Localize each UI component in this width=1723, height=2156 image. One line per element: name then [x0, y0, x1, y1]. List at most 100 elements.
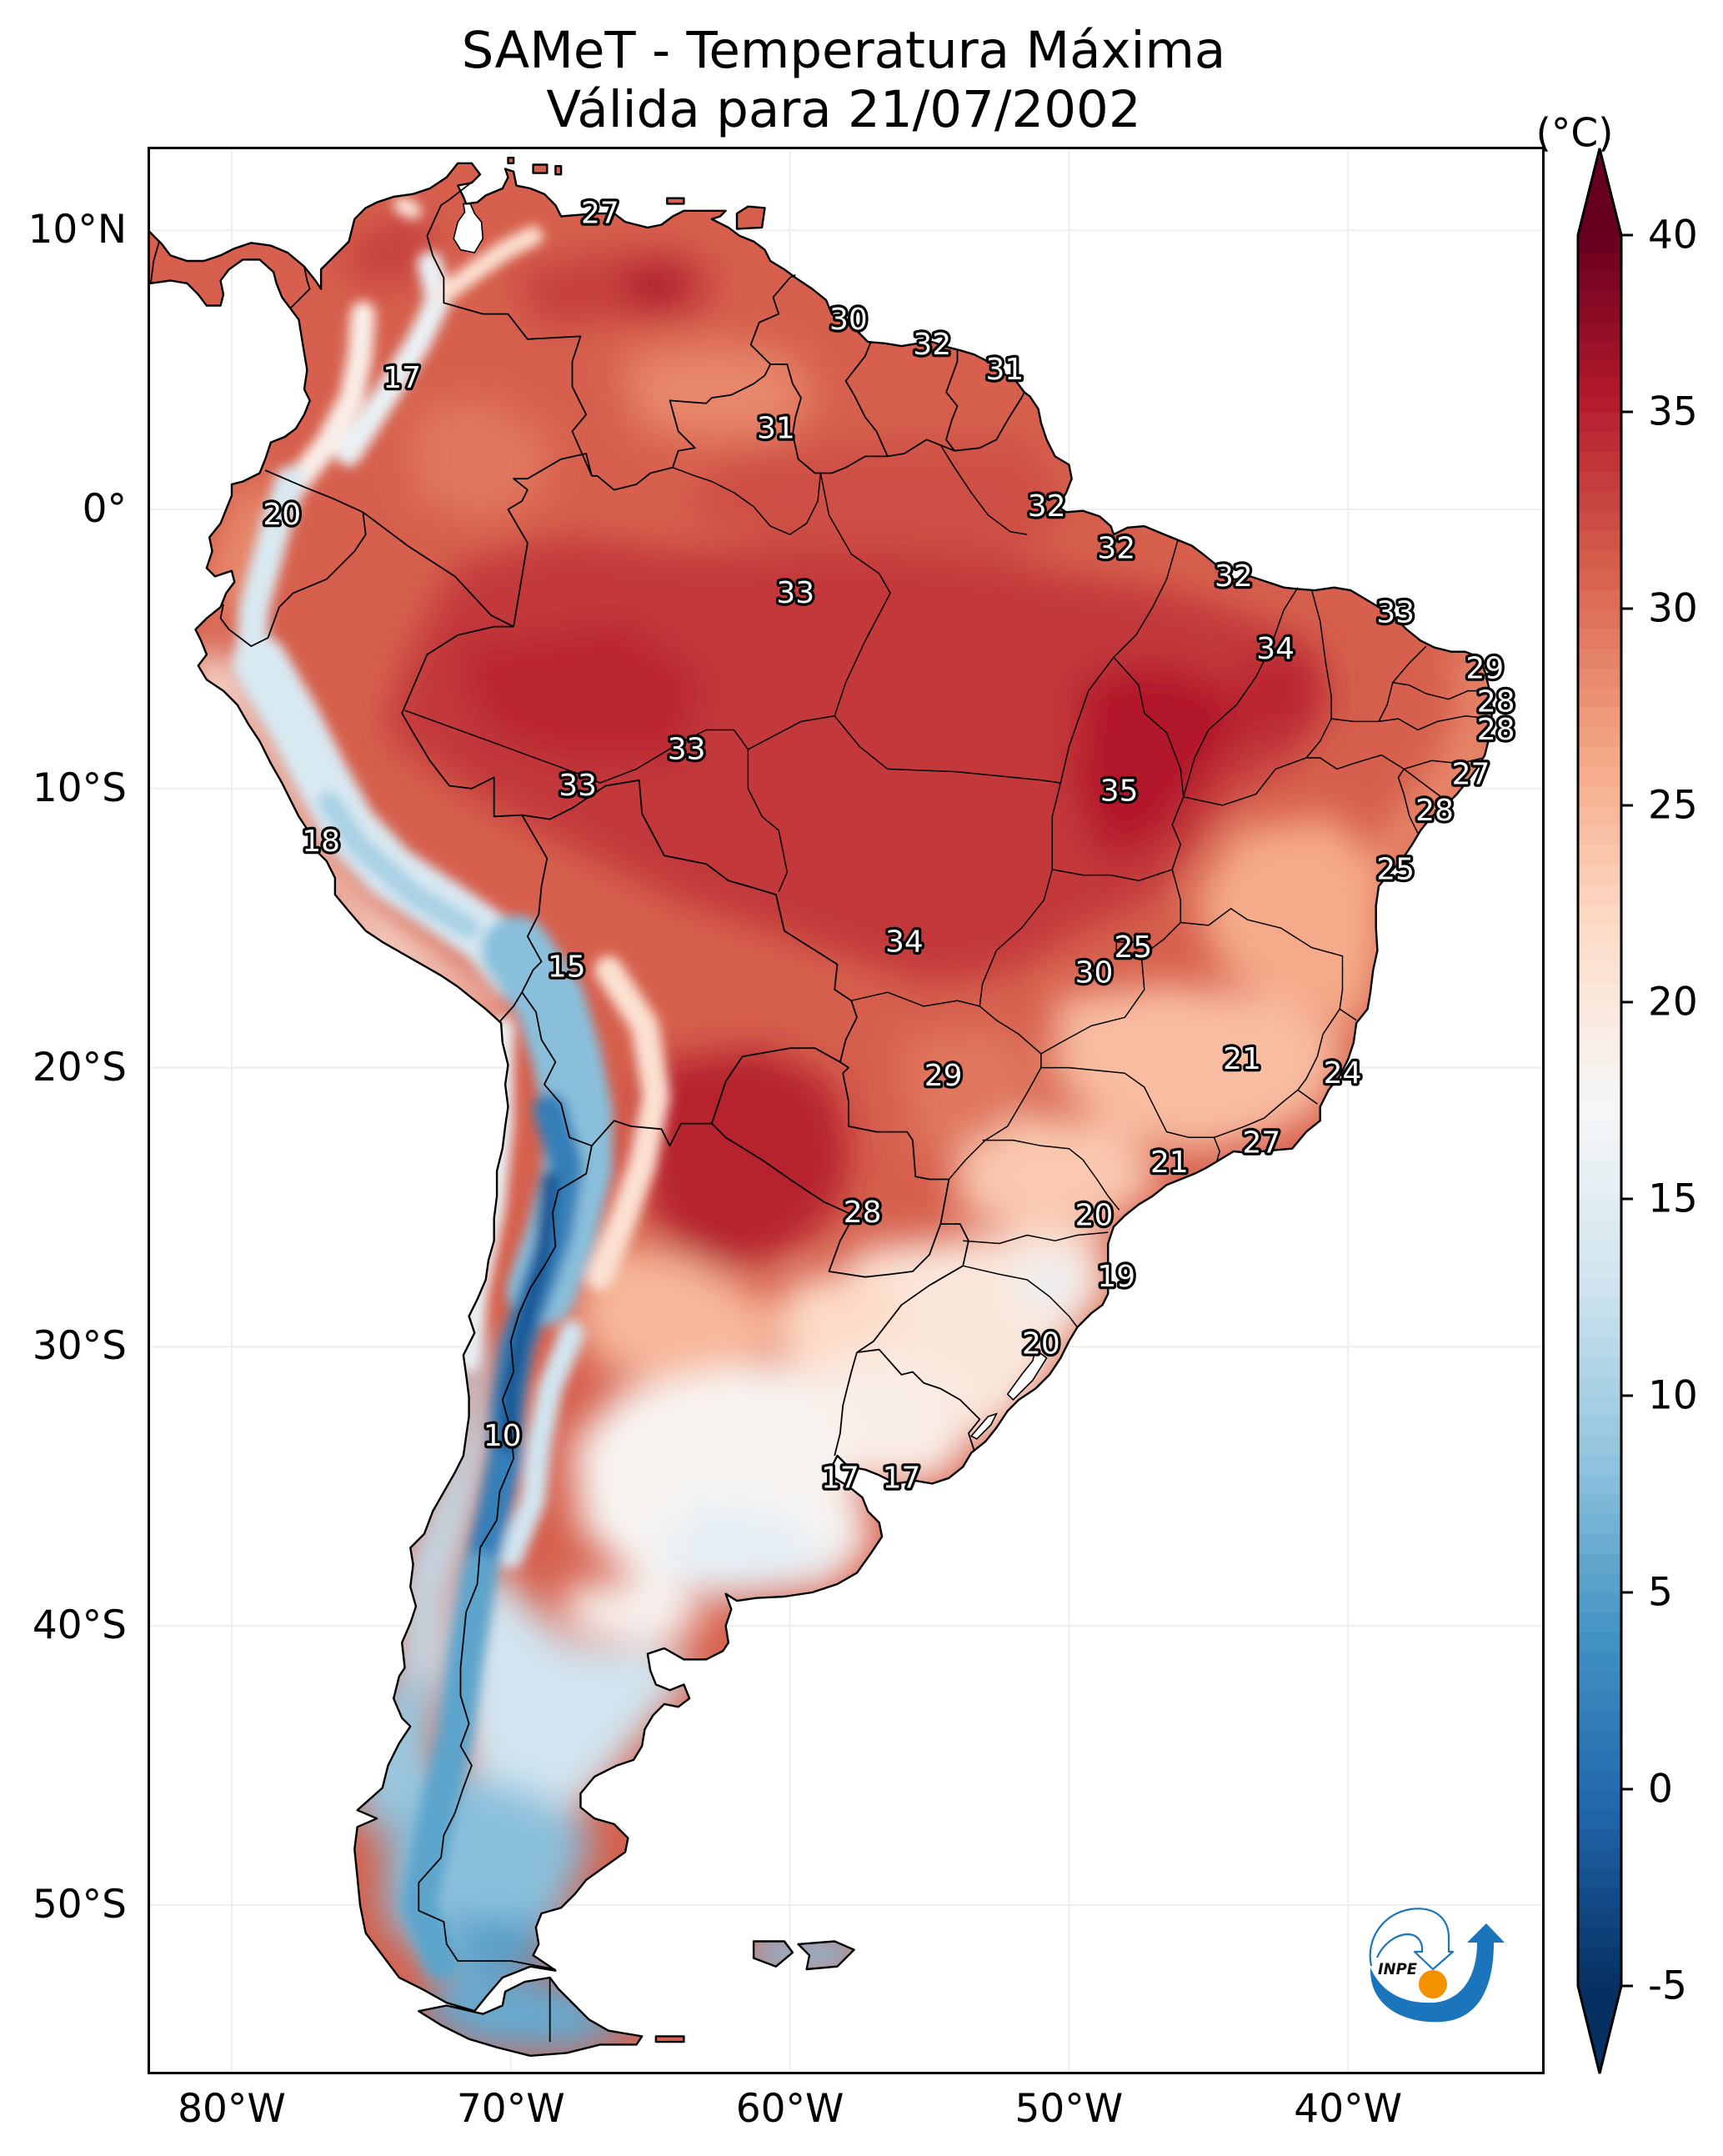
country-border — [401, 625, 523, 818]
colorbar-band — [1578, 1494, 1621, 1515]
station-value-label: 17 — [383, 361, 421, 395]
temperature-field-patch — [1367, 649, 1492, 886]
colorbar-label: (°C) — [1536, 111, 1614, 157]
latitude-tick-label: 40°S — [32, 1602, 127, 1649]
country-border — [150, 241, 160, 283]
state-border — [1403, 768, 1450, 804]
station-value-label: 31 — [757, 411, 795, 445]
station-value-label: 18 — [302, 825, 340, 859]
colorbar-band — [1578, 376, 1621, 395]
station-value-label: 32 — [1028, 489, 1066, 524]
colorbar-band — [1578, 470, 1621, 492]
station-value-label: 27 — [1242, 1126, 1280, 1161]
station-value-label: 27 — [581, 197, 619, 231]
colorbar-band — [1578, 1966, 1621, 1987]
station-value-label: 33 — [776, 576, 814, 610]
colorbar-band — [1578, 864, 1621, 885]
colorbar-tick-label: 0 — [1648, 1767, 1673, 1813]
state-border — [1310, 589, 1332, 720]
country-border — [887, 439, 955, 458]
colorbar-band — [1578, 1021, 1621, 1042]
state-border — [1040, 921, 1181, 1055]
state-border — [1171, 869, 1182, 923]
coastline — [148, 157, 1493, 2057]
temperature-field-patch — [678, 439, 1069, 565]
station-value-label: 21 — [1150, 1146, 1189, 1180]
station-value-label: 35 — [1100, 775, 1139, 809]
colorbar-band — [1578, 746, 1621, 767]
colorbar-band — [1578, 270, 1621, 289]
state-border — [1378, 715, 1492, 731]
colorbar-tick-label: 40 — [1648, 213, 1698, 258]
colorbar-band — [1578, 923, 1621, 944]
station-value-label: 17 — [883, 1461, 921, 1495]
colorbar-band — [1578, 1632, 1621, 1652]
country-border — [498, 991, 523, 1023]
colorbar-band — [1578, 1710, 1621, 1731]
country-border — [521, 991, 593, 1147]
colorbar-band — [1578, 253, 1621, 272]
station-value-label: 30 — [1075, 955, 1114, 990]
country-border — [418, 1146, 593, 1970]
colorbar-band — [1578, 1888, 1621, 1908]
temperature-field-ridge — [400, 1552, 498, 1979]
country-border — [522, 779, 858, 1063]
colorbar-band — [1578, 288, 1621, 307]
colorbar-band — [1578, 549, 1621, 570]
station-value-label: 27 — [1452, 758, 1490, 792]
station-value-label: 32 — [1097, 531, 1135, 565]
chart-title: SAMeT - Temperatura Máxima — [461, 21, 1226, 80]
colorbar-band — [1578, 1808, 1621, 1829]
colorbar-band — [1578, 1120, 1621, 1141]
state-border — [1297, 1008, 1340, 1105]
colorbar-band — [1578, 648, 1621, 669]
colorbar-band — [1578, 1828, 1621, 1849]
colorbar-band — [1578, 1257, 1621, 1279]
colorbar-band — [1578, 962, 1621, 984]
colorbar-band — [1578, 1277, 1621, 1298]
colorbar-tick-label: 30 — [1648, 586, 1698, 632]
temperature-field-patch — [1019, 1257, 1075, 1314]
station-value-label: 25 — [1376, 852, 1415, 886]
colorbar-tick-label: 15 — [1648, 1176, 1698, 1222]
country-border — [856, 1348, 981, 1451]
colorbar-band — [1578, 1218, 1621, 1239]
country-border — [507, 453, 593, 627]
colorbar-tick-label: 25 — [1648, 783, 1698, 829]
lake — [969, 1412, 998, 1440]
state-border — [747, 749, 789, 892]
lakes — [453, 203, 1048, 1440]
colorbar-band — [1578, 490, 1621, 511]
colorbar-band — [1578, 982, 1621, 1003]
state-border — [963, 1265, 1079, 1328]
colorbar-band — [1578, 707, 1621, 728]
colorbar-band — [1578, 1552, 1621, 1574]
colorbar-band — [1578, 510, 1621, 531]
colorbar-band — [1578, 667, 1621, 689]
colorbar-band — [1578, 1179, 1621, 1200]
station-value-label: 34 — [885, 925, 924, 959]
temperature-field-patch — [1074, 663, 1250, 859]
station-value-label: 33 — [558, 769, 597, 803]
state-border — [982, 1139, 1120, 1211]
state-border — [599, 715, 835, 784]
colorbar-band — [1578, 1140, 1621, 1161]
temperature-field-patch — [189, 649, 511, 1040]
country-border — [711, 1047, 841, 1124]
colorbar-band — [1578, 394, 1621, 413]
station-value-label: 34 — [1256, 632, 1295, 666]
station-value-label: 28 — [1415, 794, 1454, 828]
temperature-field-ridge — [498, 1320, 585, 1569]
temperature-field-patch — [1195, 816, 1382, 1026]
station-value-label: 30 — [829, 303, 868, 337]
state-border — [1059, 656, 1114, 784]
state-border — [672, 467, 822, 535]
station-value-label: 28 — [1477, 685, 1515, 720]
station-value-label: 32 — [913, 328, 951, 362]
station-value-label: 29 — [1465, 651, 1504, 685]
colorbar-band — [1578, 1002, 1621, 1023]
longitude-tick-label: 70°W — [456, 2086, 565, 2132]
state-border — [963, 1231, 1109, 1245]
station-value-label: 15 — [548, 950, 586, 985]
